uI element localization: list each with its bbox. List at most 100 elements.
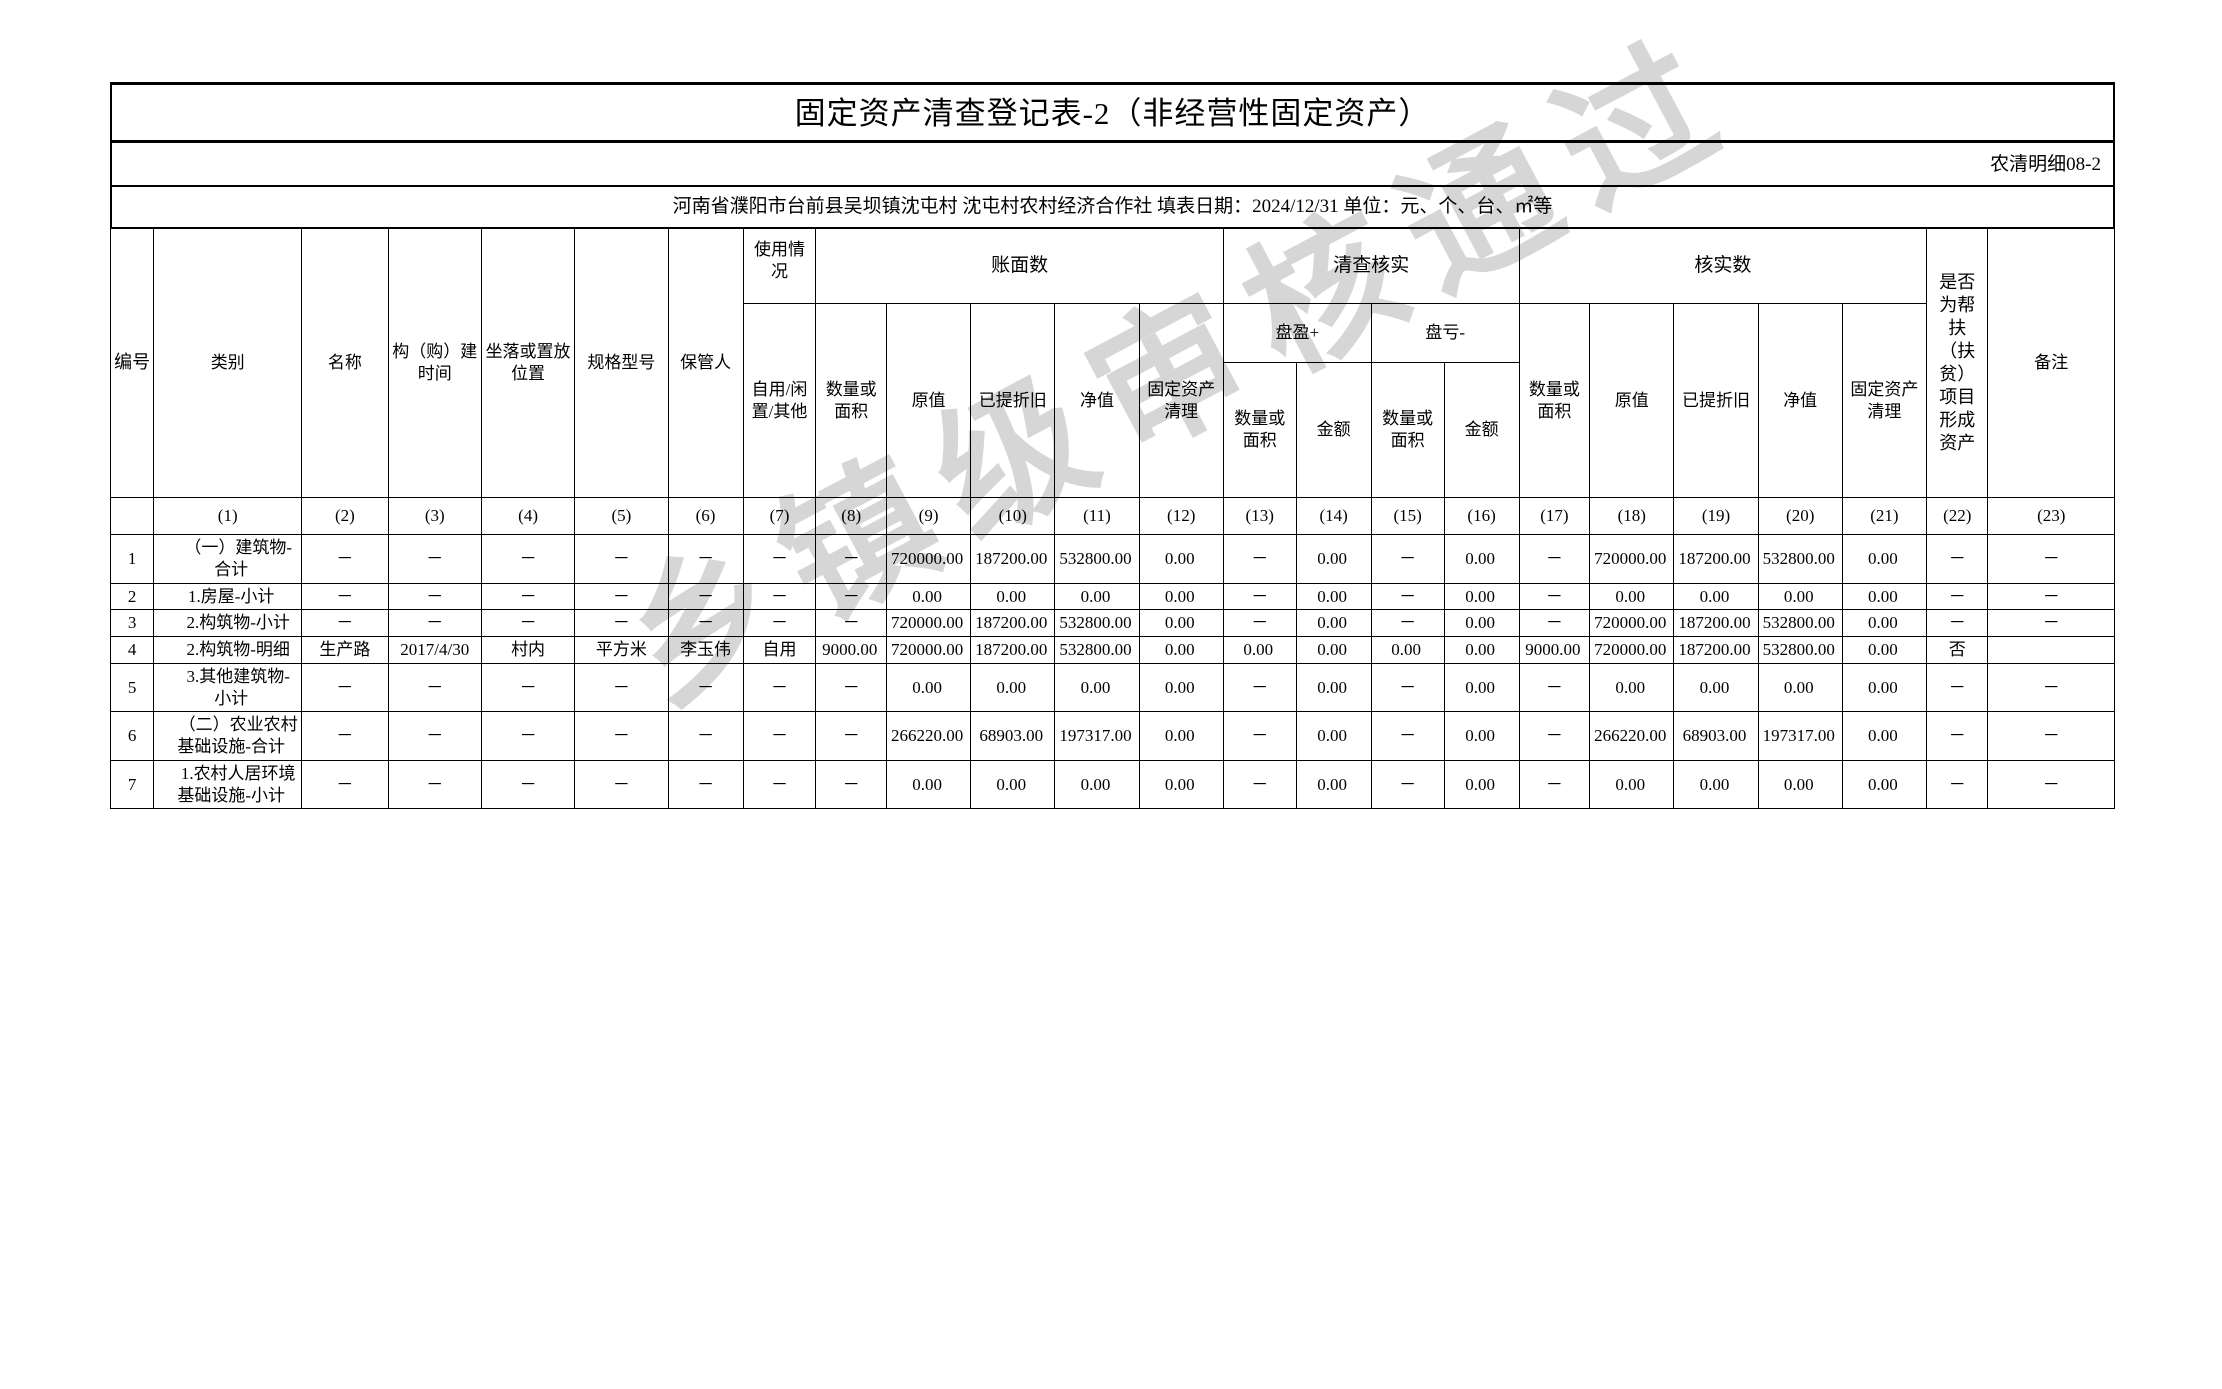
th-actual-depreciation: 已提折旧 (1673, 303, 1759, 498)
row-cell: － (480, 711, 576, 761)
row-cell: － (1518, 759, 1591, 810)
th-verify-group: 清查核实 (1222, 227, 1520, 304)
th-name: 名称 (301, 227, 389, 498)
row-cell: 187200.00 (970, 609, 1056, 637)
row-cell: 0.00 (1589, 662, 1675, 713)
th-actual-original-value: 原值 (1589, 303, 1675, 498)
th-surplus-group: 盘盈+ (1222, 303, 1372, 363)
row-cell: － (1518, 711, 1591, 761)
row-category: 1.农村人居环境基础设施-小计 (153, 759, 303, 810)
row-cell: 0.00 (1841, 759, 1928, 810)
row-cell: － (815, 609, 887, 637)
row-cell: 0.00 (1673, 759, 1759, 810)
row-cell: － (742, 759, 817, 810)
th-book-group: 账面数 (815, 227, 1224, 304)
th-location: 坐落或置放位置 (480, 227, 576, 498)
row-cell: － (301, 534, 389, 584)
row-cell: － (815, 711, 887, 761)
row-cell: 187200.00 (970, 636, 1056, 664)
colnum-23: (23) (1987, 497, 2115, 535)
row-cell: － (387, 759, 482, 810)
th-category: 类别 (153, 227, 303, 498)
row-cell: 0.00 (970, 582, 1056, 611)
row-cell: － (742, 582, 817, 611)
row-cell: － (1370, 582, 1445, 611)
row-cell: － (480, 662, 576, 713)
colnum-11: (11) (1054, 497, 1140, 535)
colnum-13: (13) (1222, 497, 1297, 535)
th-build-time: 构（购）建时间 (387, 227, 482, 498)
row-cell: － (387, 582, 482, 611)
row-cell: 0.00 (1138, 534, 1224, 584)
row-cell: － (667, 662, 744, 713)
row-cell: 9000.00 (815, 636, 887, 664)
row-cell: － (574, 711, 669, 761)
row-cell: 197317.00 (1757, 711, 1843, 761)
row-category: （二）农业农村基础设施-合计 (153, 711, 303, 761)
row-cell: 720000.00 (1589, 636, 1675, 664)
row-cell: 0.00 (1138, 662, 1224, 713)
row-category: 2.构筑物-明细 (153, 636, 303, 664)
header-row-1: 编号 类别 名称 构（购）建时间 坐落或置放位置 规格型号 保管人 使用情况 账… (109, 227, 2115, 498)
row-cell: － (1370, 711, 1445, 761)
row-cell: － (1926, 534, 1989, 584)
row-cell: 0.00 (1841, 662, 1928, 713)
row-cell: 0.00 (885, 582, 972, 611)
th-usage-status: 使用情况 (742, 227, 817, 304)
row-cell: － (1222, 609, 1297, 637)
row-cell: 0.00 (1295, 759, 1372, 810)
row-category: （一）建筑物-合计 (153, 534, 303, 584)
org-info-line: 河南省濮阳市台前县吴坝镇沈屯村 沈屯村农村经济合作社 填表日期：2024/12/… (110, 187, 2115, 227)
colnum-12: (12) (1138, 497, 1224, 535)
colnum-20: (20) (1757, 497, 1843, 535)
row-cell: － (1222, 711, 1297, 761)
fixed-asset-table: 编号 类别 名称 构（购）建时间 坐落或置放位置 规格型号 保管人 使用情况 账… (109, 227, 2115, 810)
row-index: 3 (109, 609, 155, 637)
row-cell: 0.00 (970, 662, 1056, 713)
th-actual-group: 核实数 (1518, 227, 1928, 304)
row-cell: 0.00 (1757, 582, 1843, 611)
row-cell: － (1518, 534, 1591, 584)
row-cell: － (480, 759, 576, 810)
row-cell: 720000.00 (885, 636, 972, 664)
th-book-qty-area: 数量或面积 (815, 303, 887, 498)
row-index: 4 (109, 636, 155, 664)
row-cell: 9000.00 (1518, 636, 1591, 664)
row-cell: － (1370, 759, 1445, 810)
colnum-22: (22) (1926, 497, 1989, 535)
colnum-1: (1) (153, 497, 303, 535)
row-cell: 0.00 (1443, 534, 1520, 584)
colnum-3: (3) (387, 497, 482, 535)
th-book-depreciation: 已提折旧 (970, 303, 1056, 498)
table-row: 4 2.构筑物-明细 生产路 2017/4/30 村内 平方米 李玉伟 自用 9000.00 72… (109, 636, 2115, 664)
row-cell: 0.00 (1841, 636, 1928, 664)
th-actual-asset-disposal: 固定资产清理 (1841, 303, 1928, 498)
colnum-15: (15) (1370, 497, 1445, 535)
colnum-9: (9) (885, 497, 972, 535)
colnum-2: (2) (301, 497, 389, 535)
row-cell: － (387, 711, 482, 761)
row-cell: － (574, 582, 669, 611)
row-cell: 0.00 (1841, 534, 1928, 584)
row-cell: － (667, 582, 744, 611)
row-cell: 720000.00 (885, 534, 972, 584)
row-cell: － (1222, 582, 1297, 611)
row-cell: 0.00 (1443, 662, 1520, 713)
row-cell: 532800.00 (1054, 534, 1140, 584)
row-cell: － (667, 534, 744, 584)
row-cell: 0.00 (1295, 636, 1372, 664)
row-cell: － (667, 759, 744, 810)
colnum-7: (7) (742, 497, 817, 535)
row-index: 7 (109, 759, 155, 810)
row-cell: － (1987, 711, 2115, 761)
row-cell: 532800.00 (1054, 636, 1140, 664)
row-cell: 0.00 (1841, 609, 1928, 637)
colnum-6: (6) (667, 497, 744, 535)
row-cell: － (1518, 662, 1591, 713)
row-cell: － (1518, 582, 1591, 611)
row-cell: 0.00 (1054, 662, 1140, 713)
row-cell: 0.00 (1295, 582, 1372, 611)
asset-registration-sheet: 乡镇级审核通过 固定资产清查登记表-2（非经营性固定资产） 农清明细08-2 河… (109, 3, 2115, 810)
row-cell: － (742, 534, 817, 584)
row-cell: － (742, 609, 817, 637)
